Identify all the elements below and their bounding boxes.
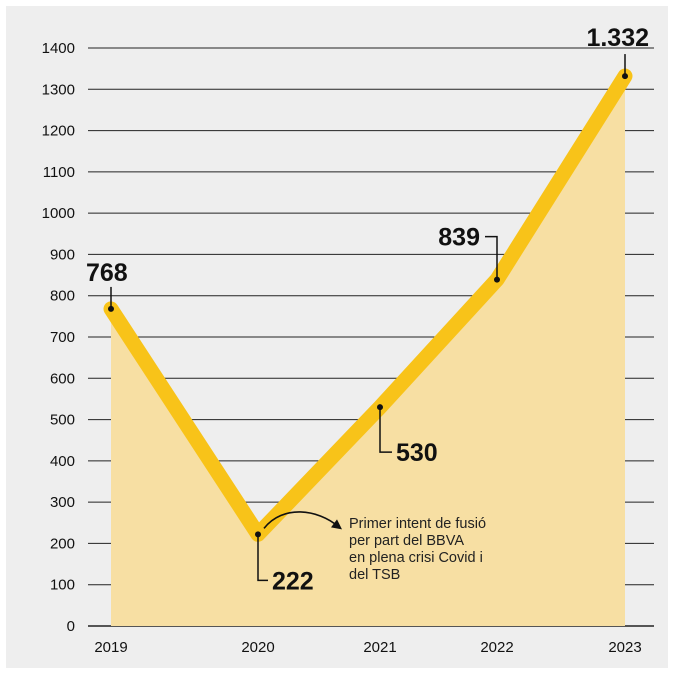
annotation-line-2: per part del BBVA [349, 533, 464, 549]
y-tick-label-600: 600 [50, 370, 75, 387]
leader-2020 [257, 534, 268, 582]
annotation-line-3: en plena crisi Covid i [349, 550, 483, 566]
area-fill [111, 76, 625, 627]
y-tick-label-0: 0 [67, 618, 75, 635]
annotation: Primer intent de fusió per part del BBVA e… [263, 511, 486, 583]
annotation-line-1: Primer intent de fusió [349, 516, 486, 532]
data-label-2019: 768 [86, 259, 128, 287]
annotation-line-4: del TSB [349, 567, 400, 583]
data-label-2023: 1.332 [586, 24, 649, 52]
annotation-arrowhead [331, 519, 342, 530]
y-tick-label-1200: 1200 [42, 123, 75, 140]
x-tick-label-2019: 2019 [94, 639, 127, 656]
data-label-2020: 222 [272, 567, 314, 595]
y-tick-label-700: 700 [50, 329, 75, 346]
x-tick-label-2023: 2023 [608, 639, 641, 656]
y-tick-label-800: 800 [50, 288, 75, 305]
data-label-2021: 530 [396, 439, 438, 467]
annotation-arrow [263, 511, 339, 529]
x-tick-label-2020: 2020 [241, 639, 274, 656]
y-tick-label-200: 200 [50, 535, 75, 552]
y-tick-label-400: 400 [50, 453, 75, 470]
y-tick-label-500: 500 [50, 412, 75, 429]
leader-2021 [379, 407, 392, 453]
data-labels: 768 222 530 839 1.332 [86, 24, 649, 595]
annotation-text: Primer intent de fusió per part del BBVA e… [349, 516, 486, 583]
y-axis-ticks: 0 100 200 300 400 500 600 700 800 900 1000 1100 1200… [42, 40, 75, 635]
y-tick-label-900: 900 [50, 246, 75, 263]
x-tick-label-2021: 2021 [363, 639, 396, 656]
data-label-2022: 839 [438, 224, 480, 252]
y-tick-label-1000: 1000 [42, 205, 75, 222]
y-tick-label-100: 100 [50, 577, 75, 594]
leader-2022 [485, 235, 498, 280]
x-axis-ticks: 2019 2020 2021 2022 2023 [94, 639, 641, 656]
y-tick-label-1400: 1400 [42, 40, 75, 57]
y-tick-label-1300: 1300 [42, 81, 75, 98]
y-tick-label-300: 300 [50, 494, 75, 511]
label-leaders [110, 54, 626, 582]
x-tick-label-2022: 2022 [480, 639, 513, 656]
y-tick-label-1100: 1100 [43, 164, 75, 181]
